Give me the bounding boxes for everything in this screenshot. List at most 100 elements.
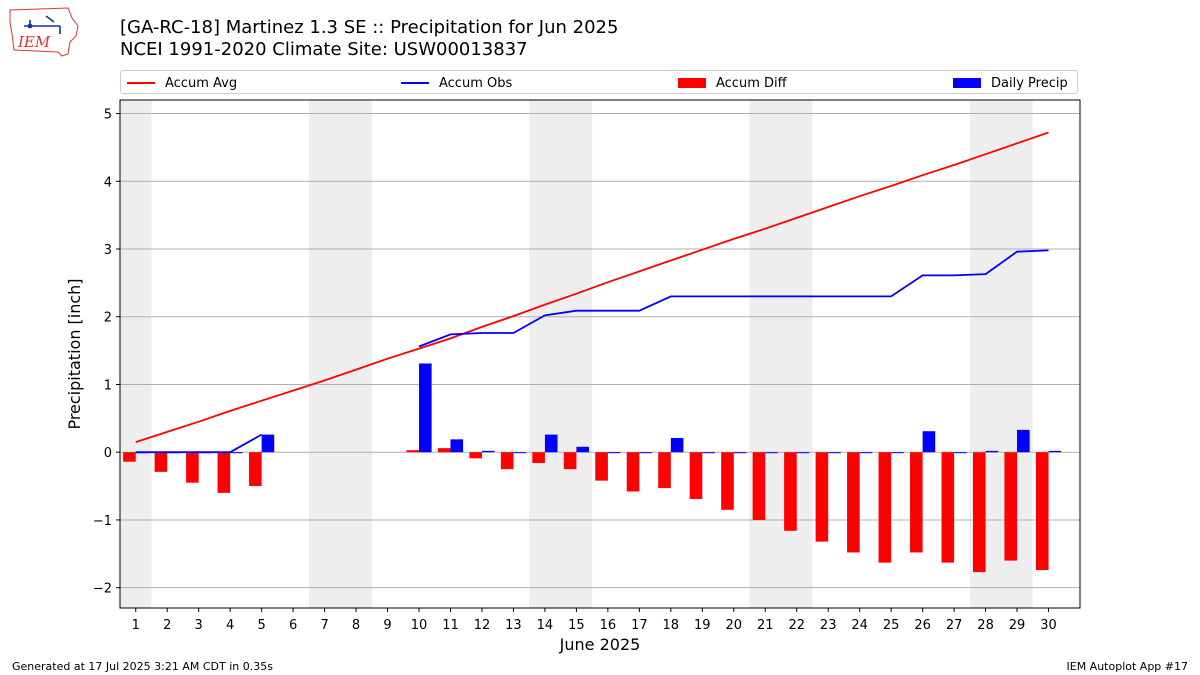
x-tick-label: 6: [289, 618, 297, 633]
legend-label-accum-obs: Accum Obs: [439, 75, 513, 91]
x-tick-label: 21: [757, 618, 774, 633]
x-tick-label: 27: [946, 618, 963, 633]
x-axis-ticks: 1 2 3 4 5 6 7 8 9 10 11 12 13 14 15 16 17 18 19 20 21 22 23 24 2…: [132, 608, 1057, 633]
daily-precip-bar: [513, 452, 527, 454]
accum-diff-bar: [469, 452, 482, 459]
series-lines: [135, 131, 1049, 454]
accum-diff-bar: [847, 452, 860, 553]
legend-item-daily-precip: Daily Precip: [953, 74, 1068, 92]
x-tick-label: 11: [442, 618, 459, 633]
x-tick-label: 17: [631, 618, 648, 633]
logo-text: IEM: [17, 33, 51, 51]
bars: [123, 363, 1062, 573]
legend-label-daily-precip: Daily Precip: [991, 75, 1068, 91]
y-tick-label: 4: [104, 175, 112, 190]
legend-swatch-accum-obs: [401, 82, 429, 84]
accum-diff-bar: [563, 452, 577, 470]
footer-generated-info: Generated at 17 Jul 2025 3:21 AM CDT in …: [12, 660, 273, 673]
legend-item-accum-diff: Accum Diff: [678, 74, 787, 92]
daily-precip-bar: [1048, 450, 1062, 453]
daily-precip-bar: [828, 452, 841, 454]
accum-diff-bar: [784, 452, 797, 531]
weekend-band-0: [120, 100, 152, 608]
x-tick-label: 8: [352, 618, 360, 633]
daily-precip-bar: [891, 452, 904, 454]
accum-diff-bar: [437, 448, 451, 453]
weather-station-icon: [24, 15, 61, 34]
y-tick-label: −2: [93, 582, 112, 597]
x-tick-label: 12: [474, 618, 491, 633]
accum-diff-bar: [910, 452, 923, 553]
weekend-band-1: [308, 100, 372, 608]
x-tick-label: 10: [411, 618, 428, 633]
daily-precip-bar: [544, 434, 558, 453]
accum-avg-line: [135, 131, 1049, 443]
accum-diff-bar: [658, 452, 671, 489]
x-tick-label: 15: [568, 618, 585, 633]
x-tick-label: 7: [320, 618, 328, 633]
station-dot-icon: [27, 23, 33, 29]
legend-item-accum-obs: Accum Obs: [401, 74, 512, 92]
daily-precip-bar: [607, 452, 621, 454]
y-tick-label: −1: [93, 514, 112, 529]
x-tick-label: 16: [600, 618, 617, 633]
chart-legend: Accum Avg Accum Obs Accum Diff Daily Pre…: [120, 70, 1078, 94]
y-tick-label: 3: [104, 243, 112, 258]
daily-precip-bar: [639, 452, 652, 454]
y-tick-label: 0: [104, 446, 112, 461]
daily-precip-bar: [765, 452, 778, 454]
chart-subtitle: NCEI 1991-2020 Climate Site: USW00013837: [120, 39, 528, 60]
x-tick-label: 2: [163, 618, 171, 633]
weekend-band-2: [529, 100, 593, 608]
x-tick-label: 24: [851, 618, 868, 633]
accum-diff-bar: [752, 452, 766, 520]
daily-precip-bar: [1017, 429, 1030, 453]
x-tick-label: 28: [977, 618, 994, 633]
accum-diff-bar: [249, 452, 262, 487]
y-gridlines: [120, 113, 1080, 589]
plot-frame: [119, 99, 1081, 609]
daily-precip-bar: [576, 446, 589, 453]
accum-diff-bar: [500, 452, 514, 470]
accum-diff-bar: [154, 452, 168, 472]
accum-diff-bar: [1035, 452, 1049, 571]
accum-diff-bar: [595, 452, 608, 481]
y-axis-label: Precipitation [inch]: [65, 278, 84, 429]
iowa-state-outline: [9, 7, 79, 57]
x-tick-label: 18: [663, 618, 680, 633]
x-tick-label: 22: [788, 618, 805, 633]
weekend-band-3: [749, 100, 813, 608]
accum-diff-bar: [1004, 452, 1018, 561]
x-tick-label: 1: [132, 618, 140, 633]
accum-diff-bar: [186, 452, 199, 483]
chart-title: [GA-RC-18] Martinez 1.3 SE :: Precipitat…: [120, 17, 619, 38]
accum-diff-bar: [721, 452, 734, 510]
x-tick-label: 29: [1009, 618, 1026, 633]
footer-app-id: IEM Autoplot App #17: [1066, 660, 1189, 673]
daily-precip-bar: [922, 431, 936, 453]
y-tick-label: 1: [104, 378, 112, 393]
daily-precip-bar: [796, 452, 810, 454]
accum-diff-bar: [406, 450, 420, 453]
x-tick-label: 26: [914, 618, 931, 633]
legend-item-accum-avg: Accum Avg: [127, 74, 237, 92]
x-tick-label: 14: [537, 618, 554, 633]
x-tick-label: 9: [383, 618, 391, 633]
x-tick-label: 13: [505, 618, 522, 633]
x-tick-label: 20: [725, 618, 742, 633]
accum-diff-bar: [878, 452, 892, 563]
y-axis-ticks: −2 −1 0 1 2 3 4 5: [93, 108, 120, 597]
accum-diff-bar: [972, 452, 986, 573]
daily-precip-bar: [859, 452, 873, 454]
daily-precip-bar: [954, 452, 967, 454]
legend-label-accum-avg: Accum Avg: [165, 75, 238, 91]
daily-precip-bar: [985, 450, 999, 453]
weekend-shading: [120, 100, 1033, 608]
accum-diff-bar: [941, 452, 955, 563]
accum-obs-line: [135, 249, 1049, 454]
daily-precip-bar: [481, 450, 495, 453]
x-tick-label: 4: [226, 618, 234, 633]
accum-diff-bar: [123, 452, 136, 462]
accum-diff-bar: [689, 452, 703, 499]
daily-precip-bar: [419, 363, 432, 453]
